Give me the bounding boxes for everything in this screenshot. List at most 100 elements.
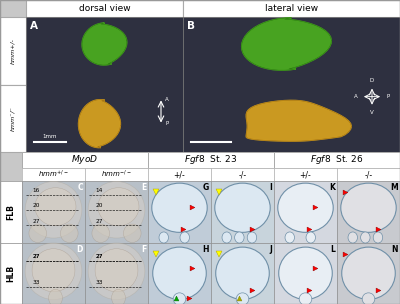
Text: 1mm: 1mm (43, 134, 57, 140)
Bar (337, 243, 400, 304)
Ellipse shape (25, 181, 82, 238)
Text: $\mathit{Fgf8}$  St. 23: $\mathit{Fgf8}$ St. 23 (184, 154, 238, 167)
Text: B: B (187, 21, 195, 31)
Polygon shape (242, 18, 331, 70)
Text: lateral view: lateral view (265, 4, 318, 13)
Ellipse shape (348, 232, 358, 243)
Text: 27: 27 (95, 254, 103, 259)
Text: A: A (30, 21, 38, 31)
Text: N: N (392, 244, 398, 254)
Bar (148, 168, 211, 181)
Bar (0, 17, 26, 85)
Ellipse shape (342, 247, 395, 299)
Text: hmm+/-: hmm+/- (10, 38, 16, 64)
Text: 33: 33 (95, 280, 103, 285)
Ellipse shape (279, 247, 332, 299)
Ellipse shape (35, 188, 76, 226)
Bar (22, 181, 85, 243)
Text: +/-: +/- (174, 170, 185, 179)
Ellipse shape (95, 249, 138, 292)
Ellipse shape (32, 249, 75, 292)
Text: $\mathit{Fgf8}$  St. 26: $\mathit{Fgf8}$ St. 26 (310, 154, 364, 167)
Ellipse shape (92, 224, 110, 243)
Ellipse shape (215, 183, 270, 232)
Text: FLB: FLB (6, 204, 16, 220)
Polygon shape (82, 23, 127, 65)
Bar (85, 181, 148, 243)
Text: P: P (165, 121, 169, 126)
Ellipse shape (159, 232, 168, 243)
Bar (211, 168, 274, 181)
Text: +/-: +/- (300, 170, 311, 179)
Ellipse shape (88, 181, 145, 238)
Text: A: A (165, 97, 169, 102)
Ellipse shape (373, 232, 383, 243)
Text: 16: 16 (32, 188, 40, 193)
Text: V: V (370, 110, 374, 115)
Bar (274, 168, 337, 181)
Ellipse shape (48, 289, 62, 304)
Text: E: E (141, 183, 146, 192)
Text: 27: 27 (95, 219, 103, 224)
Ellipse shape (306, 232, 316, 243)
Text: 20: 20 (32, 203, 40, 209)
Bar (183, 0, 400, 17)
Text: $\mathit{MyoD}$: $\mathit{MyoD}$ (72, 154, 98, 167)
Ellipse shape (153, 247, 206, 299)
Text: K: K (329, 183, 335, 192)
Text: H: H (202, 244, 209, 254)
Bar (26, 0, 183, 17)
Ellipse shape (341, 183, 396, 232)
Bar (0, 85, 26, 152)
Bar (26, 17, 183, 152)
Text: D: D (370, 78, 374, 83)
Ellipse shape (299, 293, 312, 304)
Text: 14: 14 (95, 188, 102, 193)
Ellipse shape (124, 224, 141, 243)
Bar (274, 181, 337, 243)
Text: hmm⁻/⁻: hmm⁻/⁻ (10, 106, 16, 131)
Ellipse shape (278, 183, 333, 232)
Text: 20: 20 (95, 203, 103, 209)
Text: $\mathit{hmm}^{+/-}$: $\mathit{hmm}^{+/-}$ (38, 169, 69, 180)
Text: dorsal view: dorsal view (79, 4, 130, 13)
Bar (0, 243, 22, 304)
Text: 27: 27 (95, 254, 103, 259)
Bar (337, 181, 400, 243)
Ellipse shape (180, 232, 190, 243)
Ellipse shape (361, 232, 370, 243)
Ellipse shape (222, 232, 232, 243)
Ellipse shape (173, 293, 186, 304)
Ellipse shape (88, 243, 145, 299)
Ellipse shape (216, 247, 269, 299)
Bar (183, 17, 400, 152)
Ellipse shape (152, 183, 207, 232)
Bar (148, 181, 211, 243)
Text: M: M (390, 183, 398, 192)
Text: P: P (386, 94, 390, 99)
Text: 27: 27 (32, 254, 40, 259)
Ellipse shape (112, 289, 126, 304)
Bar (85, 168, 148, 181)
Bar (211, 243, 274, 304)
Text: -/-: -/- (364, 170, 372, 179)
Ellipse shape (236, 293, 249, 304)
Text: C: C (77, 183, 83, 192)
Bar (274, 243, 337, 304)
Bar (85, 243, 148, 304)
Ellipse shape (247, 232, 257, 243)
Text: D: D (77, 244, 83, 254)
Bar (22, 152, 148, 168)
Text: J: J (269, 244, 272, 254)
Ellipse shape (98, 188, 139, 226)
Ellipse shape (25, 243, 82, 299)
Ellipse shape (362, 293, 375, 304)
Ellipse shape (60, 224, 78, 243)
Text: L: L (330, 244, 335, 254)
Bar (148, 152, 274, 168)
Ellipse shape (29, 224, 46, 243)
Bar (337, 168, 400, 181)
Bar (22, 243, 85, 304)
Text: F: F (141, 244, 146, 254)
Text: HLB: HLB (6, 265, 16, 282)
